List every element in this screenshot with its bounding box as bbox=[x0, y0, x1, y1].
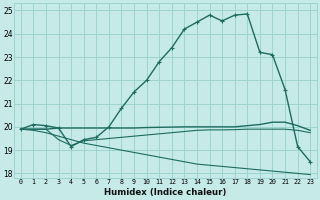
X-axis label: Humidex (Indice chaleur): Humidex (Indice chaleur) bbox=[104, 188, 227, 197]
